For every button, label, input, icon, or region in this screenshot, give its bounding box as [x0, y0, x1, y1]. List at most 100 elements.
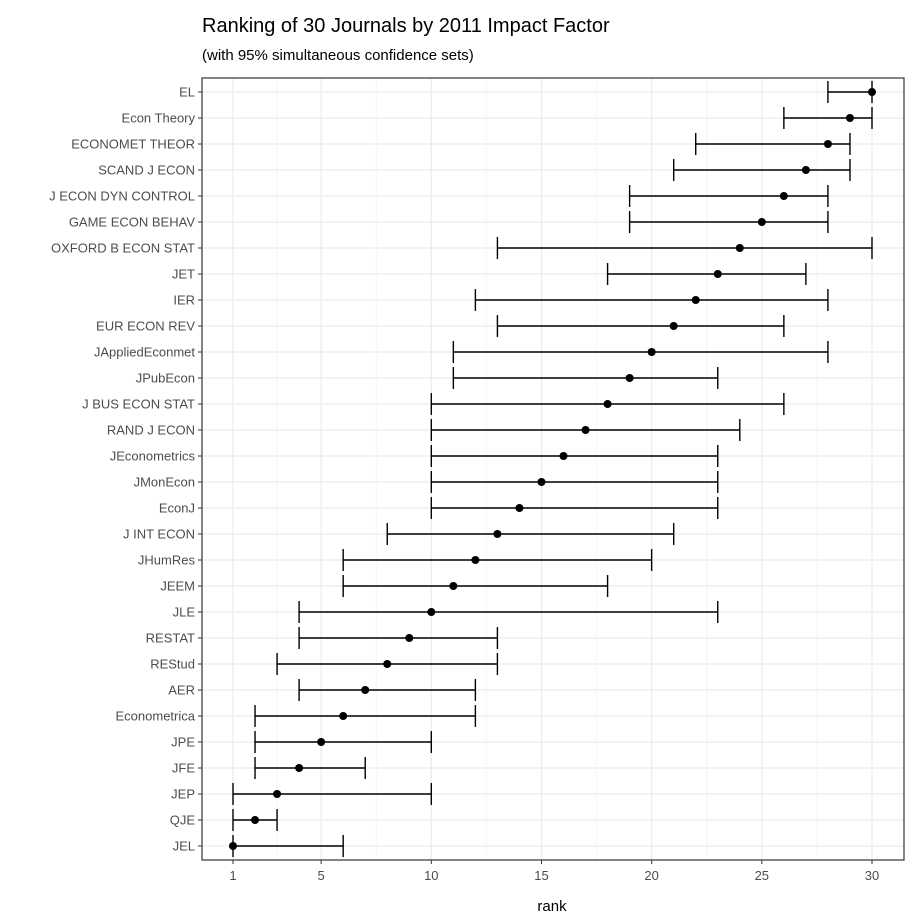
axis-layer: EL Econ Theory ECONOMET THEOR SCAND J ECON J…: [49, 85, 879, 884]
errorbar-qje: [232, 809, 278, 831]
errorbar-econ-theory: [783, 107, 873, 129]
rank-point: [493, 530, 502, 538]
y-tick-label: JLE: [173, 605, 196, 620]
panel-border: [201, 77, 905, 861]
rank-point: [691, 296, 700, 304]
y-tick-label: EconJ: [159, 501, 195, 516]
rank-point: [537, 478, 546, 486]
errorbar-economet-theor: [695, 133, 851, 155]
rank-point: [801, 166, 810, 174]
y-tick-label: JHumRes: [138, 553, 196, 568]
y-tick-label: JEL: [173, 839, 195, 854]
rank-point: [713, 270, 722, 278]
y-tick-label: GAME ECON BEHAV: [69, 215, 196, 230]
y-tick-label: JEP: [171, 787, 195, 802]
errorbar-el: [827, 81, 876, 103]
x-tick-label: 15: [534, 868, 548, 883]
x-tick-label: 20: [644, 868, 658, 883]
rank-point: [449, 582, 458, 590]
y-tick-label: SCAND J ECON: [98, 163, 195, 178]
errorbar-jappliedeconmet: [452, 341, 829, 363]
x-tick-label: 5: [318, 868, 325, 883]
errorbar-jmonecon: [430, 471, 719, 493]
x-tick-label: 25: [755, 868, 769, 883]
rank-point: [669, 322, 678, 330]
rank-point: [757, 218, 766, 226]
chart-subtitle: (with 95% simultaneous confidence sets): [202, 47, 474, 64]
errorbar-econj: [430, 497, 719, 519]
x-axis-title: rank: [537, 898, 567, 915]
y-tick-label: JFE: [172, 761, 195, 776]
y-tick-label: RESTAT: [146, 631, 195, 646]
errorbar-oxford-b-econ-stat: [496, 237, 873, 259]
x-tick-label: 1: [229, 868, 236, 883]
rank-point: [515, 504, 524, 512]
chart-title: Ranking of 30 Journals by 2011 Impact Fa…: [202, 15, 610, 37]
errorbar-jeem: [342, 575, 609, 597]
rank-point: [405, 634, 414, 642]
y-tick-label: RAND J ECON: [107, 423, 195, 438]
rank-point: [647, 348, 656, 356]
x-tick-label: 10: [424, 868, 438, 883]
errorbar-jle: [298, 601, 719, 623]
errorbar-jpubecon: [452, 367, 719, 389]
y-tick-label: JEEM: [160, 579, 195, 594]
y-tick-label: Econ Theory: [122, 111, 196, 126]
errorbar-j-bus-econ-stat: [430, 393, 785, 415]
y-tick-label: ECONOMET THEOR: [71, 137, 195, 152]
rank-point: [295, 764, 304, 772]
y-tick-label: OXFORD B ECON STAT: [51, 241, 195, 256]
errorbar-aer: [298, 679, 477, 701]
errorbar-j-int-econ: [386, 523, 675, 545]
rank-point: [603, 400, 612, 408]
rank-point: [251, 816, 260, 824]
errorbar-restud: [276, 653, 499, 675]
y-tick-label: REStud: [150, 657, 195, 672]
rank-point: [339, 712, 348, 720]
rank-point: [273, 790, 282, 798]
y-tick-label: JPubEcon: [136, 371, 195, 386]
y-tick-label: AER: [168, 683, 195, 698]
rank-point: [317, 738, 326, 746]
y-tick-label: JEconometrics: [110, 449, 196, 464]
rank-point: [229, 842, 237, 850]
rank-point: [735, 244, 744, 252]
y-tick-label: JMonEcon: [134, 475, 195, 490]
rank-point: [581, 426, 590, 434]
rank-point: [868, 88, 876, 96]
y-tick-label: QJE: [170, 813, 196, 828]
y-tick-label: EL: [179, 85, 195, 100]
y-tick-label: JAppliedEconmet: [94, 345, 196, 360]
rank-point: [361, 686, 370, 694]
errorbar-scand-j-econ: [672, 159, 851, 181]
rank-point: [427, 608, 436, 616]
errorbar-rand-j-econ: [430, 419, 741, 441]
errorbar-game-econ-behav: [628, 211, 829, 233]
rank-point: [779, 192, 788, 200]
errorbar-jfe: [254, 757, 366, 779]
errorbar-jeconometrics: [430, 445, 719, 467]
y-tick-label: J ECON DYN CONTROL: [49, 189, 195, 204]
rank-point: [845, 114, 854, 122]
rank-point: [559, 452, 568, 460]
errorbar-econometrica: [254, 705, 477, 727]
errorbar-jep: [232, 783, 433, 805]
marks-layer: [229, 81, 876, 857]
rank-point: [823, 140, 832, 148]
errorbar-jpe: [254, 731, 433, 753]
y-tick-label: J BUS ECON STAT: [82, 397, 195, 412]
rank-point: [471, 556, 480, 564]
errorbar-jel: [229, 835, 344, 857]
errorbar-jet: [606, 263, 807, 285]
rank-point: [383, 660, 392, 668]
errorbar-ier: [474, 289, 829, 311]
y-tick-label: JET: [172, 267, 195, 282]
y-tick-label: IER: [173, 293, 195, 308]
rank-point: [625, 374, 634, 382]
x-tick-label: 30: [865, 868, 879, 883]
y-tick-label: Econometrica: [116, 709, 196, 724]
errorbar-jhumres: [342, 549, 653, 571]
y-tick-label: JPE: [171, 735, 195, 750]
